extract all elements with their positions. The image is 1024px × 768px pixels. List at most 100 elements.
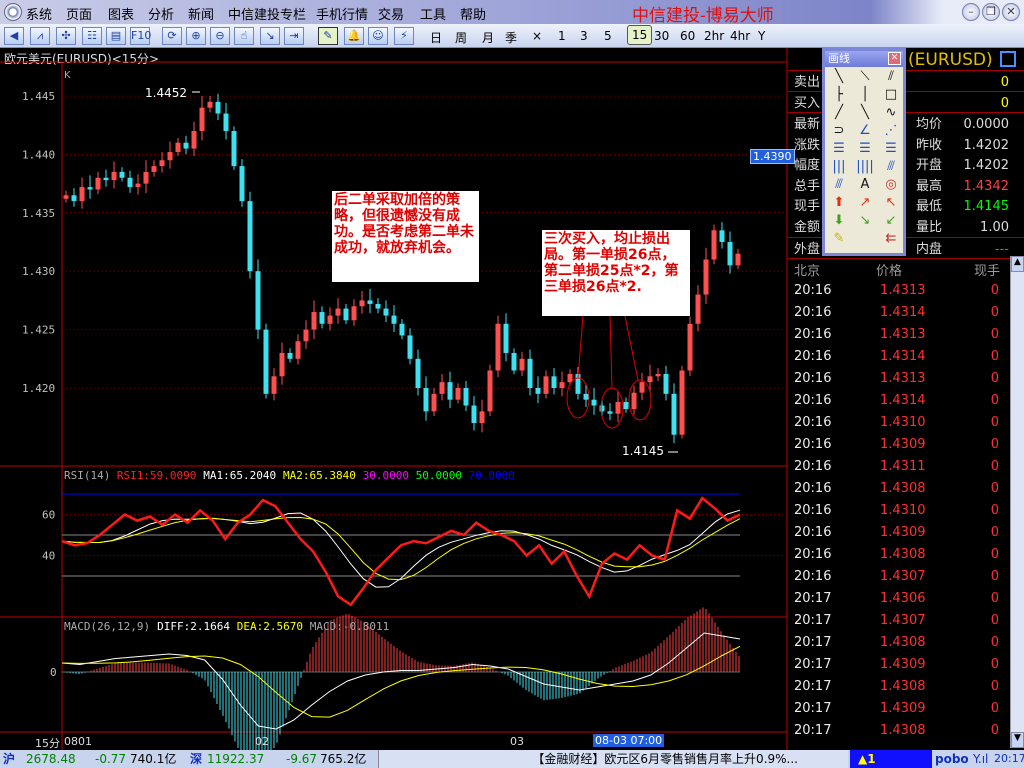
draw-tool-5-icon[interactable]: □ bbox=[884, 87, 898, 102]
quote-symbol: (EURUSD) bbox=[908, 50, 993, 70]
period-7[interactable]: 5 bbox=[604, 29, 612, 43]
draw-tool-28-icon[interactable] bbox=[852, 230, 878, 248]
table-icon[interactable]: ☷ bbox=[82, 27, 102, 45]
import-icon[interactable]: ⇥ bbox=[284, 27, 304, 45]
menu-7[interactable]: 交易 bbox=[378, 8, 405, 23]
draw-tool-15-icon[interactable]: ||| bbox=[832, 159, 846, 174]
draw-tool-9-icon[interactable]: ⊃ bbox=[833, 123, 845, 138]
scroll-up-icon[interactable]: ▲ bbox=[1011, 256, 1024, 272]
draw-tool-3-icon[interactable]: ├ bbox=[835, 87, 843, 102]
tick-scrollbar[interactable]: ▲ ▼ bbox=[1010, 256, 1024, 748]
close-icon[interactable]: ✕ bbox=[888, 52, 901, 65]
draw-tool-19-icon[interactable]: A bbox=[860, 177, 870, 192]
y-tick-label: 1.420 bbox=[22, 382, 55, 395]
draw-tool-6-icon[interactable]: ╱ bbox=[835, 105, 843, 120]
draw-tool-18-icon[interactable]: ⫻ bbox=[835, 177, 843, 192]
export-icon[interactable]: ↘ bbox=[260, 27, 280, 45]
draw-tool-16-icon[interactable]: |||| bbox=[856, 159, 874, 174]
period-6[interactable]: 3 bbox=[580, 29, 588, 43]
menu-2[interactable]: 图表 bbox=[108, 8, 135, 23]
draw-tool-8-icon[interactable]: ∿ bbox=[885, 105, 897, 120]
period-11[interactable]: 2hr bbox=[704, 29, 725, 43]
period-9[interactable]: 30 bbox=[654, 29, 670, 43]
draw-tool-29-icon[interactable]: ⇇ bbox=[885, 231, 897, 246]
draw-tool-11-icon[interactable]: ⋰ bbox=[884, 123, 898, 138]
draw-tool-12-icon[interactable]: ☰ bbox=[833, 141, 845, 156]
draw-tool-10-icon[interactable]: ∠ bbox=[859, 123, 871, 138]
back-icon[interactable]: ◀ bbox=[4, 27, 24, 45]
period-5[interactable]: 1 bbox=[558, 29, 566, 43]
drawing-tools-window: 画线 ✕ ╲ ⟍ ⫽ ├ │ □ ╱ ╲ ∿ ⊃ ∠ ⋰ ☰ ☰ ☰ ||| |||| ⫻ ⫻ A ◎ ⬆ ↗ ↖ ⬇ ↘ ↙ ✎ ⇇ bbox=[822, 48, 906, 256]
tick-volume: 0 bbox=[990, 415, 999, 430]
alarm-icon[interactable]: 🔔 bbox=[344, 27, 364, 45]
refresh-icon[interactable]: ⟳ bbox=[162, 27, 182, 45]
draw-tool-24-icon[interactable]: ⬇ bbox=[833, 213, 845, 228]
period-8[interactable]: 15 bbox=[627, 25, 653, 45]
low-price-label: 1.4145 bbox=[622, 444, 664, 458]
candle-body bbox=[463, 388, 469, 406]
draw-icon[interactable]: ✎ bbox=[318, 27, 338, 45]
menu-6[interactable]: 手机行情 bbox=[316, 8, 369, 23]
candle-chart-icon[interactable]: ✣ bbox=[56, 27, 76, 45]
maximize-panel-button[interactable] bbox=[1000, 51, 1016, 67]
period-10[interactable]: 60 bbox=[680, 29, 696, 43]
menu-0[interactable]: 系统 bbox=[26, 8, 53, 23]
draw-tool-13-icon[interactable]: ☰ bbox=[859, 141, 871, 156]
draw-tool-23-icon[interactable]: ↖ bbox=[885, 195, 897, 210]
draw-tool-22-icon[interactable]: ↗ bbox=[859, 195, 871, 210]
tick-volume: 0 bbox=[990, 701, 999, 716]
period-2[interactable]: 月 bbox=[482, 31, 495, 45]
app-logo-icon[interactable] bbox=[4, 3, 22, 21]
drawing-tools-title-bar[interactable]: 画线 ✕ bbox=[825, 51, 903, 67]
annotation-note[interactable]: 后二单采取加倍的策略，但很遗憾没有成功。是否考虑第二单未成功，就放弃机会。 bbox=[332, 191, 479, 282]
minimize-button[interactable]: – bbox=[962, 3, 980, 21]
scroll-down-icon[interactable]: ▼ bbox=[1011, 732, 1024, 748]
report-icon[interactable]: ▤ bbox=[106, 27, 126, 45]
draw-tool-14-icon[interactable]: ☰ bbox=[885, 141, 897, 156]
sh-label: 沪 bbox=[3, 752, 16, 766]
annotation-note[interactable]: 三次买入，均止损出局。第一单损26点，第二单损25点*2，第三单损26点*2. bbox=[542, 230, 690, 316]
zoom-in-icon[interactable]: ⊕ bbox=[186, 27, 206, 45]
draw-tool-4-icon[interactable]: │ bbox=[861, 87, 869, 102]
menu-8[interactable]: 工具 bbox=[420, 8, 447, 23]
candle-body bbox=[663, 373, 669, 394]
zoom-out-icon[interactable]: ⊖ bbox=[210, 27, 230, 45]
draw-tool-2-icon[interactable]: ⫽ bbox=[888, 69, 894, 84]
candle bbox=[71, 188, 77, 207]
users-icon[interactable]: ☺ bbox=[368, 27, 388, 45]
f10-icon[interactable]: F10 bbox=[130, 27, 151, 45]
menu-9[interactable]: 帮助 bbox=[460, 8, 487, 23]
tick-price: 1.4313 bbox=[880, 371, 926, 386]
alert-indicator[interactable]: ▲1 bbox=[850, 750, 932, 768]
period-4[interactable]: × bbox=[532, 29, 543, 43]
period-3[interactable]: 季 bbox=[505, 31, 518, 45]
menu-5[interactable]: 中信建投专栏 bbox=[228, 8, 307, 23]
line-chart-icon[interactable]: ⩘ bbox=[30, 27, 50, 45]
draw-tool-7-icon[interactable]: ╲ bbox=[861, 105, 869, 120]
close-button[interactable]: ✕ bbox=[1002, 3, 1020, 21]
quote-value: 0 bbox=[1000, 75, 1009, 90]
row-divider bbox=[788, 258, 1024, 259]
news-ticker[interactable]: 【金融财经】欧元区6月零售销售月率上升0.9%... bbox=[378, 750, 848, 768]
draw-tool-20-icon[interactable]: ◎ bbox=[885, 177, 897, 192]
draw-tool-26-icon[interactable]: ↙ bbox=[885, 213, 897, 228]
menu-1[interactable]: 页面 bbox=[66, 8, 93, 23]
tick-volume: 0 bbox=[990, 723, 999, 738]
draw-tool-17-icon[interactable]: ⫻ bbox=[887, 159, 895, 174]
period-0[interactable]: 日 bbox=[430, 31, 443, 45]
restore-button[interactable]: ❐ bbox=[982, 3, 1000, 21]
period-12[interactable]: 4hr bbox=[730, 29, 751, 43]
period-1[interactable]: 周 bbox=[455, 31, 468, 45]
menu-3[interactable]: 分析 bbox=[148, 8, 175, 23]
draw-tool-25-icon[interactable]: ↘ bbox=[859, 213, 871, 228]
draw-tool-1-icon[interactable]: ⟍ bbox=[860, 69, 870, 84]
period-13[interactable]: Y bbox=[758, 29, 766, 43]
cursor-icon[interactable]: ☝ bbox=[234, 27, 254, 45]
quote-value: 1.4342 bbox=[963, 178, 1010, 194]
draw-tool-0-icon[interactable]: ╲ bbox=[835, 69, 843, 84]
menu-4[interactable]: 新闻 bbox=[188, 8, 215, 23]
draw-tool-27-icon[interactable]: ✎ bbox=[833, 231, 845, 246]
flash-icon[interactable]: ⚡ bbox=[394, 27, 414, 45]
draw-tool-21-icon[interactable]: ⬆ bbox=[833, 195, 845, 210]
